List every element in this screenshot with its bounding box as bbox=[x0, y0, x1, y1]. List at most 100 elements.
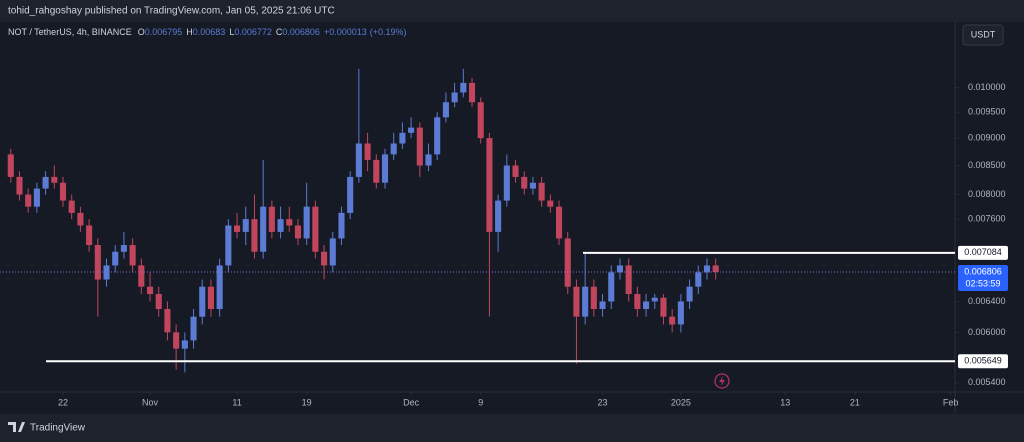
chart-pane bbox=[0, 22, 1024, 414]
candle-body bbox=[138, 265, 145, 287]
candle-body bbox=[216, 265, 223, 310]
x-tick-label: 19 bbox=[302, 397, 312, 407]
y-tick-label: 0.008000 bbox=[968, 189, 1006, 199]
candle-body bbox=[59, 182, 67, 201]
candle-body bbox=[582, 286, 589, 317]
candle-body bbox=[68, 200, 75, 213]
legend-item: NOT / TetherUS, 4h, BINANCE bbox=[8, 27, 132, 37]
y-tick-label: 0.009000 bbox=[968, 133, 1006, 143]
legend-item: H bbox=[186, 27, 193, 37]
candle-body bbox=[355, 143, 362, 177]
candle-body bbox=[434, 117, 441, 155]
candle-body bbox=[277, 219, 284, 232]
candle-body bbox=[529, 182, 536, 189]
candle-body bbox=[294, 225, 302, 239]
currency[interactable]: USDT bbox=[971, 29, 996, 39]
x-tick-label: 13 bbox=[780, 397, 790, 407]
candle-body bbox=[173, 332, 180, 349]
y-tick-label: 0.009500 bbox=[968, 107, 1006, 117]
candle-body bbox=[86, 225, 93, 246]
x-tick-label: Feb bbox=[943, 397, 959, 407]
candle-body bbox=[408, 127, 415, 133]
publisher: tohid_rahgoshay published on TradingView… bbox=[8, 6, 335, 17]
candle-body bbox=[643, 301, 650, 310]
candle-body bbox=[486, 138, 493, 232]
candle-body bbox=[51, 176, 58, 183]
candle-body bbox=[268, 206, 275, 232]
symbol-legend: NOT / TetherUS, 4h, BINANCE O0.006795 H0.0… bbox=[8, 27, 407, 37]
candle-body bbox=[608, 272, 615, 302]
candle-body bbox=[225, 225, 232, 266]
brand-logo bbox=[8, 422, 25, 432]
candle-body bbox=[625, 265, 632, 295]
legend-item: 0.006772 bbox=[234, 27, 272, 37]
legend-item: 0.00683 bbox=[193, 27, 226, 37]
legend-item: 0.006795 bbox=[145, 27, 183, 37]
candle-body bbox=[660, 297, 667, 317]
countdown: 02:53:59 bbox=[965, 278, 1000, 288]
candle-body bbox=[329, 238, 336, 266]
candle-body bbox=[199, 286, 206, 317]
y-tick-label: 0.008500 bbox=[968, 160, 1006, 170]
brand-name: TradingView bbox=[30, 423, 86, 434]
candle-body bbox=[512, 165, 519, 177]
candle-body bbox=[703, 265, 711, 273]
last-price-label: 0.006806 bbox=[964, 266, 1002, 276]
level-label: 0.007084 bbox=[964, 247, 1002, 257]
candle-body bbox=[338, 212, 345, 239]
level-label: 0.005649 bbox=[964, 356, 1002, 366]
candle-body bbox=[312, 206, 319, 252]
y-tick-label: 0.006000 bbox=[968, 327, 1006, 337]
candle-body bbox=[303, 206, 310, 239]
candle-body bbox=[564, 238, 571, 287]
legend-item: (+0.19%) bbox=[370, 27, 407, 37]
candle-body bbox=[129, 245, 136, 266]
candle-body bbox=[112, 251, 119, 266]
candle-body bbox=[695, 272, 702, 287]
level-label-box bbox=[958, 354, 1008, 369]
candle-body bbox=[573, 286, 580, 317]
brand: TradingView bbox=[8, 422, 86, 434]
x-tick-label: 21 bbox=[850, 397, 860, 407]
y-tick-label: 0.007600 bbox=[968, 214, 1006, 224]
candle-body bbox=[234, 225, 241, 232]
last-price-box bbox=[958, 264, 1008, 291]
legend: NOT / TetherUS, 4h, BINANCE O0.006795 H0.0… bbox=[8, 27, 407, 37]
candle-body bbox=[616, 265, 624, 273]
legend-item: +0.000013 bbox=[324, 27, 367, 37]
icon-bolt[interactable] bbox=[719, 376, 725, 386]
candle-body bbox=[260, 206, 267, 252]
legend-item: L bbox=[229, 27, 234, 37]
level-label-box bbox=[958, 245, 1008, 260]
lightning-icon[interactable] bbox=[714, 373, 730, 389]
candle-body bbox=[503, 165, 510, 201]
x-tick-label: 9 bbox=[478, 397, 483, 407]
candle-body bbox=[547, 200, 554, 207]
candle-body bbox=[590, 286, 597, 310]
candle-body bbox=[416, 127, 423, 166]
candle-body bbox=[94, 245, 101, 280]
candle-body bbox=[242, 219, 249, 232]
candle-body bbox=[207, 286, 214, 310]
candle-body bbox=[16, 176, 23, 195]
y-tick-label: 0.006400 bbox=[968, 296, 1006, 306]
candle-body bbox=[7, 154, 14, 177]
icon-ring[interactable] bbox=[714, 373, 730, 389]
candle-body bbox=[651, 297, 658, 302]
candle-body bbox=[146, 286, 154, 295]
candle-body bbox=[25, 194, 32, 207]
candle-body bbox=[155, 294, 162, 310]
candle-body bbox=[190, 316, 197, 341]
candle-body bbox=[381, 154, 389, 183]
candle-body bbox=[286, 219, 293, 226]
currency-button[interactable] bbox=[962, 24, 1004, 46]
candle-body bbox=[373, 159, 380, 183]
candle-body bbox=[390, 143, 397, 155]
candle-body bbox=[599, 301, 606, 310]
candle-body bbox=[42, 176, 49, 189]
x-tick-label: 2025 bbox=[671, 397, 691, 407]
candle-body bbox=[164, 309, 171, 333]
legend-item: O bbox=[138, 27, 145, 37]
